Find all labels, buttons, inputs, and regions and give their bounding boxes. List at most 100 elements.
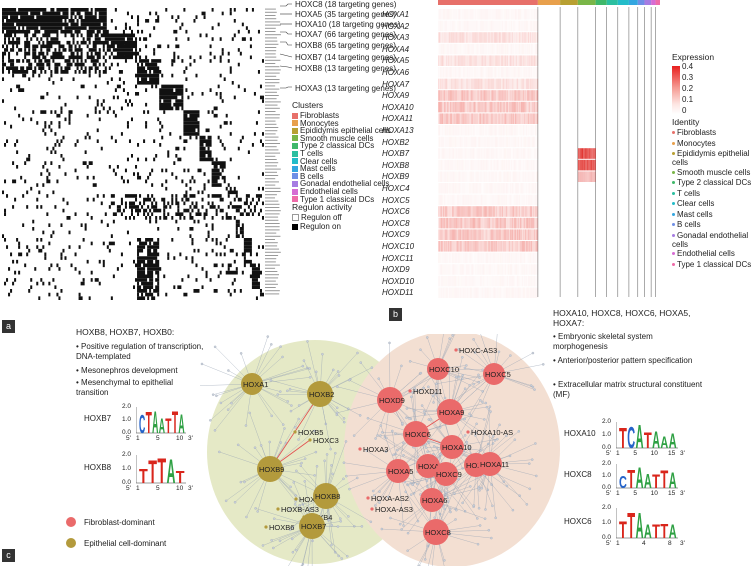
motif-letter: T — [165, 414, 171, 438]
target-gene-node — [316, 465, 318, 467]
expression-hotspot — [578, 171, 580, 182]
target-gene-node — [423, 410, 425, 412]
logo-axis-tick: 2.0 — [602, 504, 611, 511]
expression-cell — [537, 125, 538, 136]
expression-hotspot — [580, 160, 582, 171]
target-gene-node — [272, 547, 274, 549]
gene-name-mark — [265, 287, 276, 288]
target-gene-node — [435, 383, 437, 385]
gene-name-mark — [265, 101, 281, 102]
target-gene-node — [277, 393, 279, 395]
gene-name-mark — [265, 146, 277, 147]
target-gene-node — [485, 402, 487, 404]
target-gene-node — [359, 414, 361, 416]
heatmap-row — [2, 191, 238, 195]
expression-cell — [537, 206, 538, 217]
target-gene-node — [484, 508, 486, 510]
legend-epithelial-dot — [66, 538, 76, 548]
expression-hotspot — [581, 148, 583, 159]
identity-bar-segment — [438, 0, 538, 5]
heatmap-row — [46, 169, 223, 173]
target-gene-node — [212, 394, 214, 396]
expression-cell — [537, 253, 538, 264]
heatmap-row — [2, 77, 226, 81]
target-gene-node — [518, 430, 520, 432]
gene-label: HOXA3 — [382, 33, 409, 42]
motif-letter: T — [627, 508, 635, 546]
target-gene-node — [405, 417, 407, 419]
motif-letter: C — [619, 472, 627, 492]
target-gene-node — [240, 481, 242, 483]
expression-hotspot — [585, 148, 587, 159]
expression-hotspot — [587, 148, 589, 159]
heatmap-row — [12, 161, 226, 165]
target-gene-node — [330, 464, 332, 466]
target-gene-node — [245, 424, 247, 426]
identity-bar-segment — [629, 0, 638, 5]
target-gene-node — [336, 386, 338, 388]
logo-5prime: 5' — [606, 540, 611, 547]
target-gene-node — [464, 418, 466, 420]
target-gene-node — [407, 550, 409, 552]
tf-label: HOXC8 — [425, 528, 451, 537]
target-gene-node — [280, 441, 282, 443]
target-gene-node — [330, 448, 332, 450]
identity-title: Identity — [672, 118, 699, 127]
gene-name-mark — [265, 265, 280, 266]
target-gene-node — [509, 354, 511, 356]
tf-node-small — [358, 447, 361, 450]
heatmap-row — [26, 158, 232, 162]
heatmap-row — [66, 201, 264, 205]
target-gene-node — [346, 555, 348, 557]
gene-label: HOXA11 — [382, 114, 413, 123]
target-gene-node — [479, 399, 481, 401]
target-gene-node — [371, 367, 373, 369]
motif-letter: T — [619, 517, 627, 544]
target-gene-node — [379, 434, 381, 436]
target-gene-node — [295, 470, 297, 472]
target-gene-node — [309, 376, 311, 378]
target-gene-node — [292, 551, 294, 553]
target-gene-node — [343, 417, 345, 419]
target-gene-node — [375, 437, 377, 439]
target-gene-node — [287, 400, 289, 402]
gene-name-mark — [265, 12, 277, 13]
target-gene-node — [295, 494, 297, 496]
heatmap-row — [2, 12, 232, 16]
expression-hotspot — [581, 160, 583, 171]
tf-label: HOXA10 — [442, 443, 472, 452]
tf-node-small — [308, 438, 311, 441]
heatmap-row — [6, 139, 262, 143]
target-gene-node — [255, 507, 257, 509]
target-gene-node — [406, 407, 408, 409]
motif-letter: T — [176, 467, 185, 487]
gene-name-mark — [265, 31, 276, 32]
gene-name-mark — [265, 233, 276, 234]
target-gene-node — [416, 483, 418, 485]
heatmap-row — [14, 198, 260, 202]
target-gene-node — [360, 361, 362, 363]
gene-name-mark — [265, 175, 278, 176]
expression-cell — [537, 79, 538, 90]
heatmap-row — [2, 66, 232, 70]
target-gene-node — [293, 481, 295, 483]
target-gene-node — [294, 500, 296, 502]
heatmap-row — [16, 150, 250, 154]
target-gene-node — [281, 356, 283, 358]
gene-name-mark — [265, 242, 278, 243]
logo-position-tick: 10 — [651, 450, 658, 457]
heatmap-row — [8, 267, 260, 271]
target-gene-node — [496, 438, 498, 440]
target-gene-node — [309, 367, 311, 369]
gene-name-mark — [265, 117, 280, 118]
gene-name-mark — [265, 143, 280, 144]
expression-cell — [537, 137, 538, 148]
target-gene-node — [271, 415, 273, 417]
gene-name-mark — [265, 92, 277, 93]
clusters-title: Clusters — [292, 101, 323, 110]
target-gene-node — [534, 442, 536, 444]
target-gene-node — [491, 505, 493, 507]
target-gene-node — [321, 353, 323, 355]
heatmap-row — [46, 147, 239, 151]
target-gene-node — [388, 342, 390, 344]
